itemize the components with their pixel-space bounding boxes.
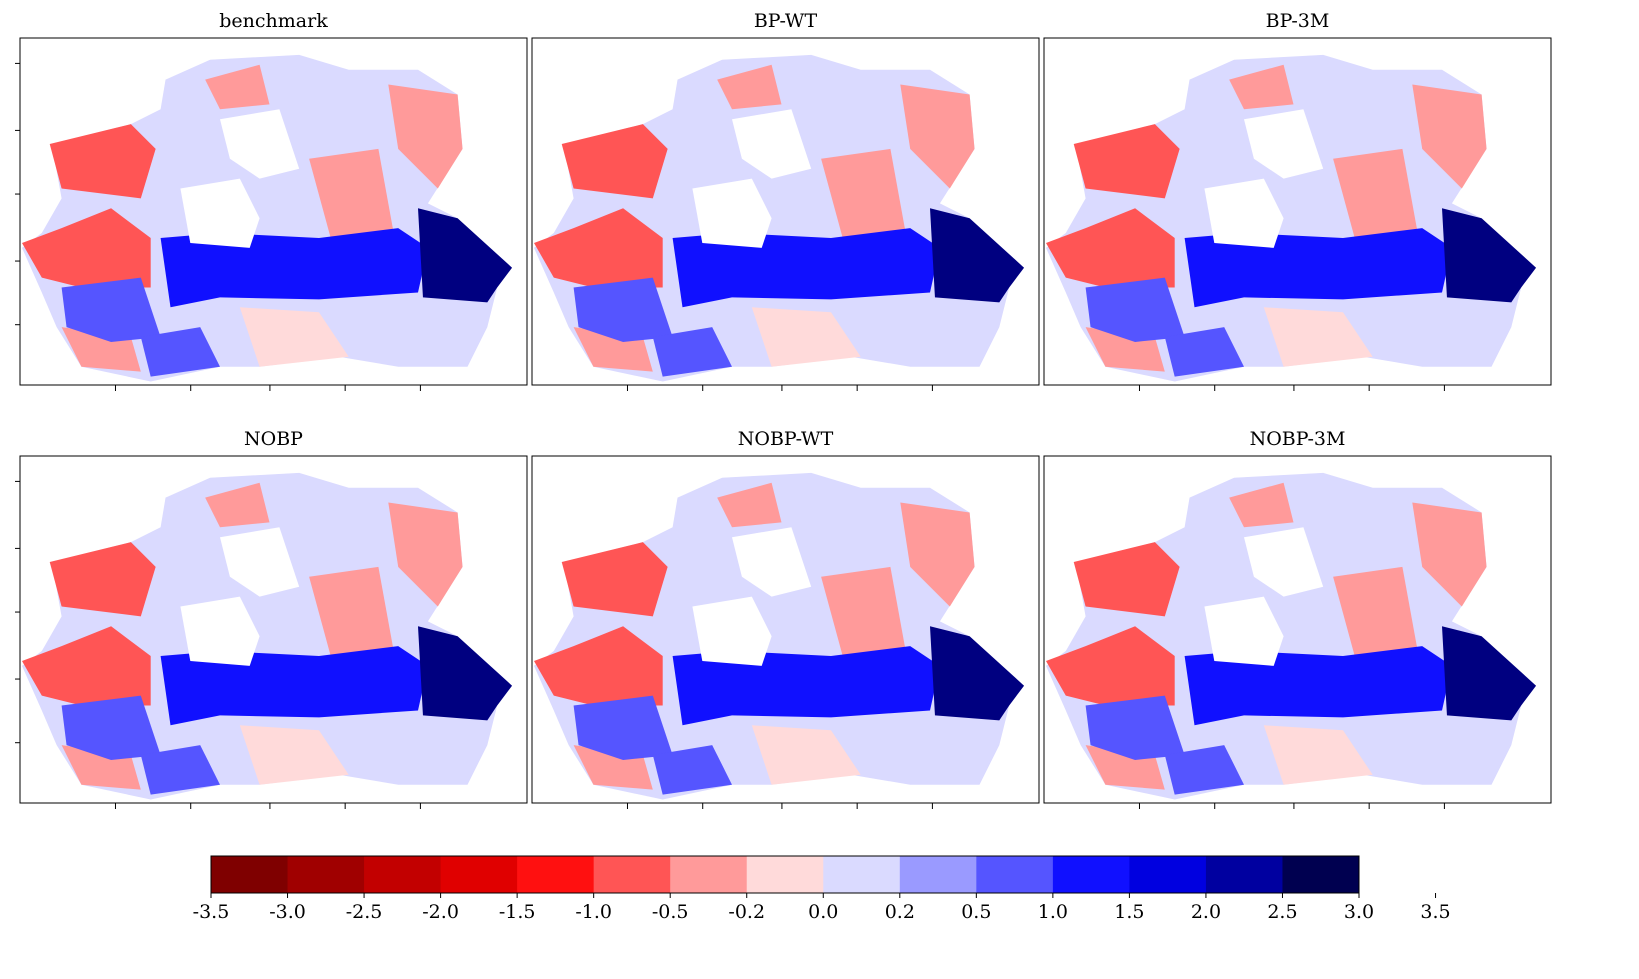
colorbar-tick-label: 1.5 xyxy=(1114,901,1144,923)
colorbar-tick-label: -2.0 xyxy=(422,901,459,923)
map-panel: benchmark xyxy=(15,10,528,391)
colorbar-bin xyxy=(899,856,977,893)
colorbar-tick-label: 1.0 xyxy=(1038,901,1068,923)
colorbar-tick-label: -3.5 xyxy=(193,901,230,923)
colorbar-tick-label: -1.5 xyxy=(499,901,536,923)
panel-frame xyxy=(1043,455,1552,804)
colorbar-tick-label: -0.2 xyxy=(728,901,765,923)
colorbar-bin xyxy=(1205,856,1283,893)
map-panel: BP-3M xyxy=(1043,10,1552,391)
colorbar-tick-label: 2.0 xyxy=(1191,901,1221,923)
panel-frame xyxy=(19,37,528,386)
basin-map xyxy=(534,54,1025,382)
panel-title: benchmark xyxy=(219,10,328,32)
map-panel: NOBP-WT xyxy=(531,428,1040,809)
colorbar-bin xyxy=(670,856,748,893)
colorbar-tick-label: 0.0 xyxy=(808,901,838,923)
colorbar-bin xyxy=(823,856,901,893)
colorbar-bin xyxy=(440,856,518,893)
panel-title: NOBP-3M xyxy=(1250,428,1346,450)
map-panel: NOBP-3M xyxy=(1043,428,1552,809)
panel-frame xyxy=(19,455,528,804)
colorbar-bin xyxy=(746,856,824,893)
panels: benchmark BP-WT BP-3M NOBP NOBP-WT NOBP-3M xyxy=(15,10,1552,809)
colorbar-tick-label: 0.2 xyxy=(885,901,915,923)
colorbar-tick-label: -0.5 xyxy=(652,901,689,923)
colorbar-tick-label: 3.0 xyxy=(1344,901,1374,923)
colorbar-bin xyxy=(593,856,671,893)
colorbar-tick-label: 2.5 xyxy=(1267,901,1297,923)
colorbar: -3.5 -3.0 -2.5 -2.0 -1.5 -1.0 -0.5 -0.2 0.0 0.2 0.… xyxy=(193,855,1451,923)
colorbar-bin xyxy=(211,856,289,893)
panel-frame xyxy=(1043,37,1552,386)
panel-title: NOBP xyxy=(244,428,303,450)
panel-title: BP-WT xyxy=(754,10,818,32)
panel-title: NOBP-WT xyxy=(738,428,834,450)
panel-frame xyxy=(531,37,1040,386)
colorbar-tick-label: -2.5 xyxy=(346,901,383,923)
colorbar-bin xyxy=(1282,856,1360,893)
colorbar-bin xyxy=(364,856,442,893)
colorbar-bin xyxy=(976,856,1054,893)
colorbar-tick-label: -3.0 xyxy=(269,901,306,923)
colorbar-bin xyxy=(517,856,595,893)
map-panel: NOBP xyxy=(15,428,528,809)
basin-map xyxy=(22,472,513,800)
basin-map xyxy=(22,54,513,382)
panel-title: BP-3M xyxy=(1266,10,1330,32)
colorbar-bin xyxy=(1129,856,1207,893)
basin-map xyxy=(1046,54,1537,382)
colorbar-frame xyxy=(210,855,1360,894)
basin-map xyxy=(1046,472,1537,800)
colorbar-tick-label: 3.5 xyxy=(1420,901,1450,923)
colorbar-bin xyxy=(1052,856,1130,893)
basin-map xyxy=(534,472,1025,800)
map-panel: BP-WT xyxy=(531,10,1040,391)
colorbar-tick-label: 0.5 xyxy=(961,901,991,923)
panel-frame xyxy=(531,455,1040,804)
colorbar-tick-label: -1.0 xyxy=(575,901,612,923)
colorbar-bin xyxy=(287,856,365,893)
